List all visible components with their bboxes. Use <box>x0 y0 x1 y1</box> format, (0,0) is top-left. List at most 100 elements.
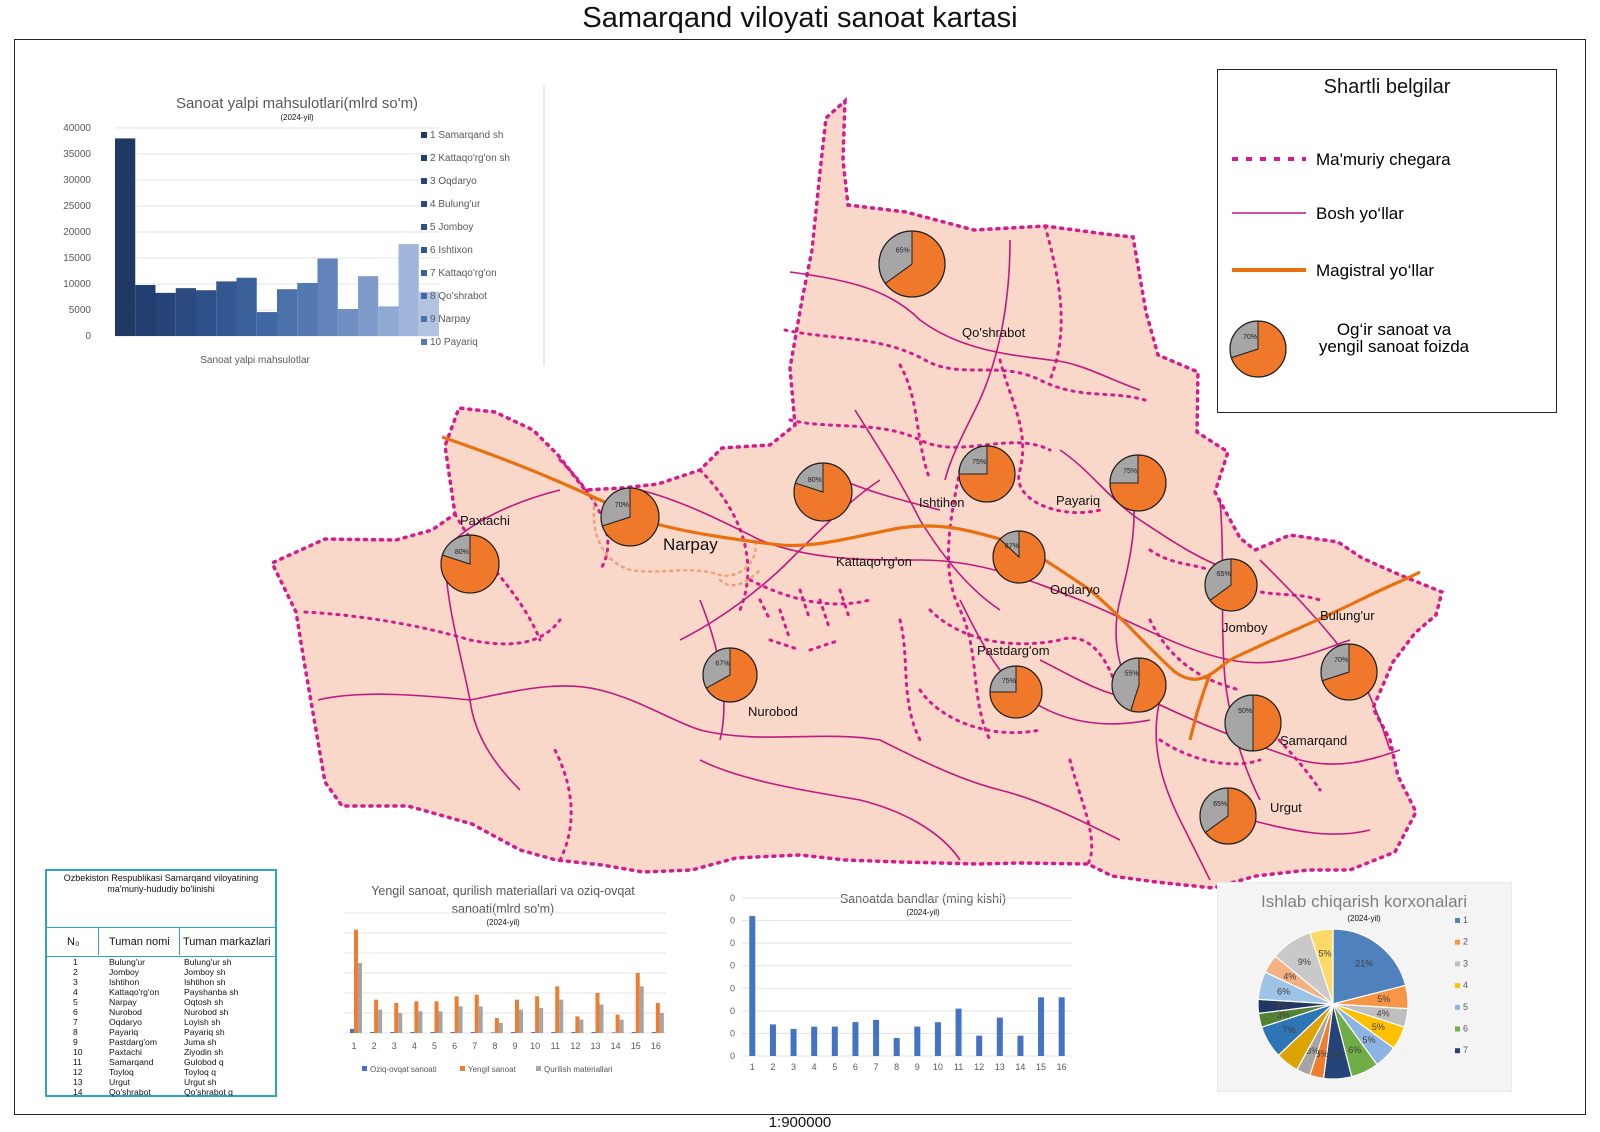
chart1-ytick: 10000 <box>63 279 91 290</box>
pie-percent-label: 87% <box>1005 543 1019 550</box>
chart1-bar <box>216 281 237 336</box>
chart1-legend-swatch <box>421 247 427 253</box>
chart3-xtick: 13 <box>995 1062 1005 1072</box>
label-paxtachi: Paxtachi <box>460 513 510 528</box>
table-row: 13 Urgut Urgut sh <box>47 1077 275 1087</box>
chart3-ytick: 20 <box>730 1006 735 1016</box>
chart3-ytick: 70 <box>730 893 735 903</box>
pie-tayloq: 55% <box>1111 657 1167 713</box>
pie-percent-label: 65% <box>1213 801 1227 808</box>
chart3-bar <box>769 1024 776 1056</box>
chart1-legend-label: 7 Kattaqo'rg'on <box>430 268 497 279</box>
chart1-ytick: 35000 <box>63 149 91 160</box>
table-header-name: Tuman nomi <box>109 936 170 948</box>
chart2-xtick: 4 <box>412 1041 417 1051</box>
table-cell-district: Paxtachi <box>109 1047 142 1057</box>
label-bulungur: Bulung'ur <box>1320 608 1375 623</box>
table-cell-district: Ishtihon <box>109 977 140 987</box>
chart2-xtick: 7 <box>472 1041 477 1051</box>
chart3-ytick: 40 <box>730 961 735 971</box>
table-cell-district: Narpay <box>109 997 137 1007</box>
chart2-xtick: 14 <box>611 1041 621 1051</box>
chart2-bar <box>651 1032 656 1033</box>
table-row: 8 Payariq Payariq sh <box>47 1027 275 1037</box>
chart4-slice-label: 5% <box>1377 994 1390 1004</box>
chart4-slice <box>1309 928 1334 1005</box>
table-cell-no: 4 <box>73 987 78 997</box>
legend-label-road: Bosh yo‘llar <box>1316 204 1404 223</box>
pie-percent-label: 67% <box>715 661 729 668</box>
chart4-slice-label: 5% <box>1372 1022 1385 1032</box>
chart2-bar <box>615 1014 620 1033</box>
table-cell-district: Pastdarg'om <box>109 1037 157 1047</box>
chart2-xtick: 3 <box>392 1041 397 1051</box>
table-cell-district: Payariq <box>109 1027 139 1037</box>
chart2-bar <box>478 1006 483 1033</box>
chart1-legend-swatch <box>421 270 427 276</box>
chart3-bar <box>852 1022 859 1056</box>
table-cell-center: Payshanba sh <box>184 987 239 997</box>
table-header-center: Tuman markazlari <box>183 936 271 948</box>
chart1-legend-swatch <box>421 293 427 299</box>
chart2-bar <box>571 1032 576 1033</box>
chart2-xtick: 5 <box>432 1041 437 1051</box>
chart1-bar <box>196 290 217 336</box>
chart1-legend-swatch <box>421 316 427 322</box>
label-kattaqorgon: Kattaqo'rg'on <box>836 554 912 569</box>
chart3-subtitle: (2024-yil) <box>906 908 940 917</box>
legend-panel: Shartli belgilar 70% Ma'muriy chegara Bo… <box>1217 69 1557 413</box>
chart1-legend-swatch <box>421 178 427 184</box>
internal-boundaries <box>303 224 1322 866</box>
chart3-xtick: 6 <box>853 1062 858 1072</box>
chart4-legend-label: 2 <box>1463 937 1468 947</box>
chart2-bar <box>599 1004 604 1033</box>
chart1-legend-label: 8 Qo'shrabot <box>430 291 487 302</box>
chart2-bar <box>559 999 564 1033</box>
chart4-legend-swatch <box>1455 918 1460 923</box>
chart2-title: Yengil sanoat, qurilish materiallari va … <box>371 884 635 916</box>
chart3-bar <box>976 1035 983 1056</box>
table-cell-no: 12 <box>73 1067 83 1077</box>
table-cell-center: Bulung'ur sh <box>184 957 232 967</box>
pie-outline <box>1199 787 1257 845</box>
chart1-legend-label: 10 Payariq <box>430 337 478 348</box>
chart1-bar <box>256 312 277 336</box>
table-title: Ozbekiston Respublikasi Samarqand viloya… <box>63 873 259 894</box>
district-table: Ozbekiston Respublikasi Samarqand viloya… <box>45 869 277 1097</box>
table-cell-center: Qo'shrabot q <box>184 1087 233 1097</box>
chart3-bar <box>1058 997 1065 1056</box>
chart1-legend-label: 1 Samarqand sh <box>430 130 503 141</box>
table-row: 11 Samarqand Gulobod q <box>47 1057 275 1067</box>
chart1-subtitle: (2024-yil) <box>280 113 314 122</box>
table-row: 10 Paxtachi Ziyodin sh <box>47 1047 275 1057</box>
table-cell-district: Bulung'ur <box>109 957 146 967</box>
chart4-slice-label: 6% <box>1277 986 1290 996</box>
chart4-legend-label: 3 <box>1463 958 1468 968</box>
chart1-bar <box>277 289 298 336</box>
chart1-legend-swatch <box>421 201 427 207</box>
pie-urgut: 65% <box>1199 787 1257 845</box>
chart4-legend-label: 6 <box>1463 1024 1468 1034</box>
chart2-bar <box>370 1032 375 1033</box>
chart2-xtick: 13 <box>591 1041 601 1051</box>
pie-percent-label: 75% <box>1002 678 1016 685</box>
chart2-bar <box>374 999 379 1033</box>
pie-outline <box>1111 657 1167 713</box>
chart3-xtick: 11 <box>954 1062 963 1072</box>
narpay-pale-boundary <box>592 498 762 587</box>
table-cell-no: 2 <box>73 967 78 977</box>
chart3-ytick: 60 <box>730 916 735 926</box>
table-cell-district: Samarqand <box>109 1057 154 1067</box>
table-cell-center: Loyish sh <box>184 1017 221 1027</box>
pie-nurobod: 67% <box>702 647 758 703</box>
chart1-ytick: 5000 <box>69 305 92 316</box>
chart3-xtick: 8 <box>894 1062 899 1072</box>
chart2-xtick: 2 <box>372 1041 377 1051</box>
chart2-bar <box>531 1032 536 1033</box>
label-jomboy: Jomboy <box>1222 620 1268 635</box>
table-cell-district: Jomboy <box>109 967 140 977</box>
chart2-xtick: 11 <box>551 1041 560 1051</box>
pie-outline <box>1320 643 1378 701</box>
chart1-ytick: 30000 <box>63 175 91 186</box>
chart-employment: Sanoatda bandlar (ming kishi) (2024-yil)… <box>730 892 1072 1072</box>
